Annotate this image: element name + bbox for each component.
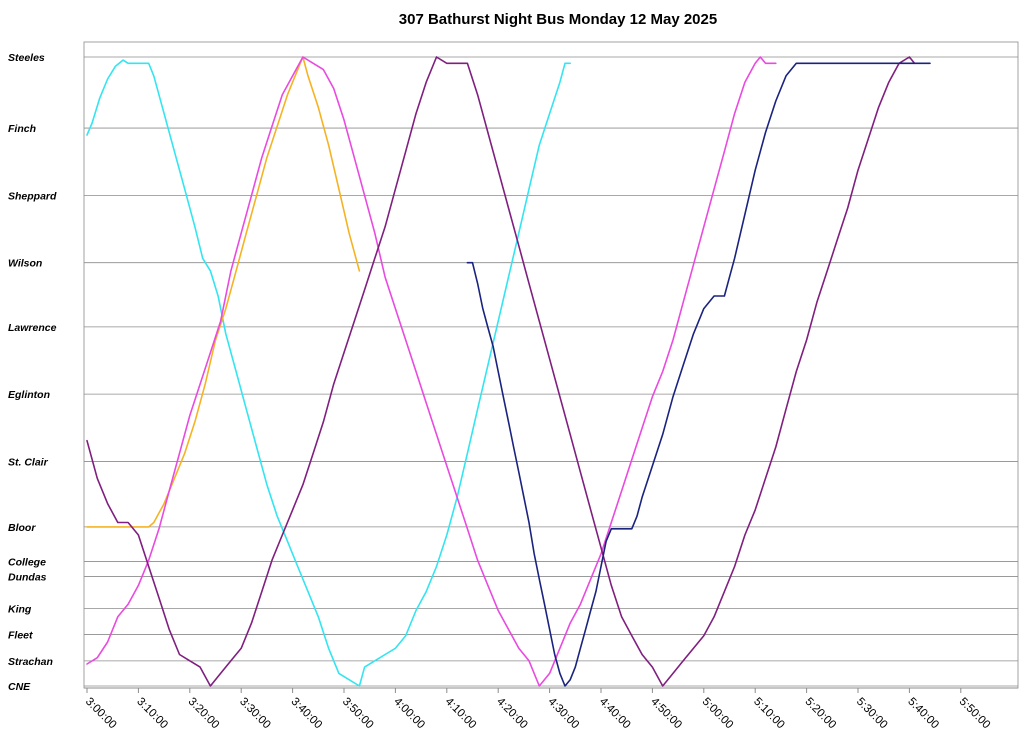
stop-label: Lawrence — [8, 322, 57, 334]
x-tick-label: 3:40:00 — [288, 696, 324, 732]
x-tick-label: 3:00:00 — [83, 696, 119, 732]
x-tick-label: 5:50:00 — [957, 696, 993, 732]
x-tick-label: 3:10:00 — [134, 696, 170, 732]
x-tick-label: 4:20:00 — [494, 696, 530, 732]
stop-label: Bloor — [8, 522, 36, 534]
x-tick-label: 5:20:00 — [802, 696, 838, 732]
stop-label: Fleet — [8, 629, 33, 641]
chart-title: 307 Bathurst Night Bus Monday 12 May 202… — [399, 11, 717, 28]
stop-label: Finch — [8, 123, 36, 135]
x-tick-label: 4:10:00 — [443, 696, 479, 732]
stop-label: CNE — [8, 681, 31, 693]
x-axis: 3:00:00 3:10:00 3:20:00 3:30:00 3:40:00 3:50:… — [83, 687, 1018, 732]
x-tick-label: 3:30:00 — [237, 696, 273, 732]
series-lines — [86, 56, 931, 687]
stop-label: College — [8, 556, 46, 568]
x-tick-label: 5:40:00 — [905, 696, 941, 732]
x-tick-label: 5:10:00 — [751, 696, 787, 732]
stop-label: Dundas — [8, 572, 47, 584]
gridlines — [84, 56, 1018, 687]
stop-labels: Steeles Finch Sheppard Wilson Lawrence Eglint… — [8, 52, 57, 693]
stop-label: Eglinton — [8, 389, 50, 401]
x-tick-label: 3:20:00 — [186, 696, 222, 732]
bus-trip-line-5 — [466, 62, 931, 687]
stop-label: Steeles — [8, 52, 45, 64]
bus-trip-line-2 — [86, 56, 361, 528]
stop-label: St. Clair — [8, 456, 49, 468]
stop-label: Strachan — [8, 656, 53, 668]
bus-trip-line-3 — [86, 56, 777, 687]
x-tick-label: 4:30:00 — [545, 696, 581, 732]
stop-label: Sheppard — [8, 190, 57, 202]
x-tick-label: 4:00:00 — [391, 696, 427, 732]
stop-label: King — [8, 604, 32, 616]
x-tick-label: 5:00:00 — [700, 696, 736, 732]
bus-trip-line-4 — [86, 56, 916, 687]
x-tick-label: 4:50:00 — [648, 696, 684, 732]
x-tick-label: 3:50:00 — [340, 696, 376, 732]
x-tick-label: 4:40:00 — [597, 696, 633, 732]
x-tick-label: 5:30:00 — [854, 696, 890, 732]
stop-label: Wilson — [8, 258, 42, 270]
